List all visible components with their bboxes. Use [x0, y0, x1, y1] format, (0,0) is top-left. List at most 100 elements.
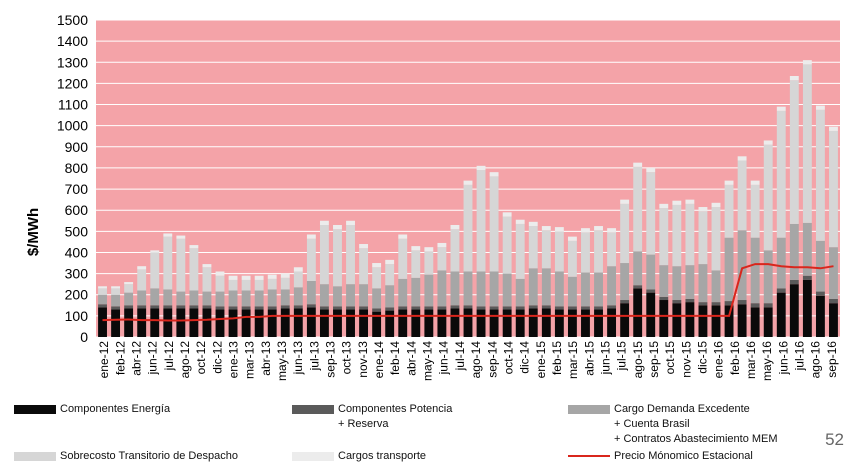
bar-segment-demanda — [554, 271, 564, 307]
bar-segment-sobrecosto — [515, 223, 525, 279]
bar-segment-sobrecosto — [502, 216, 512, 274]
bar-segment-demanda — [98, 294, 107, 305]
x-tick-label: nov-15 — [679, 341, 693, 378]
bar-segment-transporte — [528, 221, 538, 227]
bar-segment-energia — [750, 307, 760, 337]
x-tick-label: feb-16 — [728, 341, 742, 375]
bar-segment-transporte — [411, 246, 421, 251]
x-tick-label: dic-14 — [518, 341, 532, 374]
bar-segment-energia — [111, 309, 121, 337]
bar-segment-transporte — [802, 60, 812, 65]
bar-segment-demanda — [607, 266, 617, 306]
bar-segment-energia — [359, 309, 369, 337]
bar-segment-transporte — [137, 266, 147, 270]
bar-segment-energia — [607, 308, 617, 337]
bar-segment-energia — [541, 308, 551, 337]
x-tick-label: jul-16 — [793, 341, 807, 372]
bar-segment-demanda — [163, 289, 173, 306]
bar-segment-energia — [789, 284, 799, 337]
bar-segment-potencia — [398, 306, 408, 310]
bar-segment-transporte — [228, 275, 238, 280]
bar-segment-demanda — [776, 237, 786, 289]
bar-segment-potencia — [489, 306, 499, 310]
price-line — [102, 263, 834, 322]
bar-segment-transporte — [254, 275, 264, 280]
legend-label-transporte: Cargos transporte — [338, 450, 427, 462]
bar-segment-demanda — [111, 294, 121, 307]
y-axis-label: $/MWh — [25, 208, 42, 256]
bar-segment-energia — [385, 310, 395, 337]
bar-segment-demanda — [698, 264, 708, 303]
bar-segment-potencia — [176, 305, 186, 309]
bar-segment-transporte — [424, 247, 434, 252]
bar-segment-transporte — [711, 202, 721, 208]
bar-segment-demanda — [789, 223, 799, 280]
bar-segment-potencia — [150, 305, 160, 309]
bar-segment-demanda — [737, 230, 747, 301]
x-tick-label: ene-15 — [534, 341, 548, 379]
bar-segment-transporte — [750, 180, 760, 185]
stacked-bar-chart: 0 100 200 300 400 500 600 700 800 900 1000 1100 1200… — [25, 12, 840, 381]
bar-segment-potencia — [450, 305, 460, 309]
bar-segment-transporte — [189, 245, 199, 249]
bar-segment-potencia — [567, 306, 577, 310]
y-tick-label: 200 — [65, 287, 89, 303]
bar-segment-energia — [228, 309, 238, 337]
bar-segment-sobrecosto — [581, 232, 590, 273]
bar-segment-sobrecosto — [385, 264, 395, 286]
y-tick-label: 1400 — [57, 33, 88, 49]
bar-segment-sobrecosto — [333, 229, 342, 287]
bar-segment-sobrecosto — [359, 248, 369, 285]
bar-segment-transporte — [581, 228, 590, 233]
bar-segment-transporte — [594, 226, 603, 231]
bar-segment-sobrecosto — [476, 170, 486, 272]
bar-segment-demanda — [437, 270, 447, 307]
x-tick-label: abr-14 — [404, 341, 418, 376]
bar-segment-energia — [124, 308, 134, 337]
bar-segment-demanda — [463, 271, 473, 306]
y-tick-label: 600 — [65, 202, 89, 218]
bar-segment-demanda — [411, 277, 421, 307]
bar-segment-energia — [567, 309, 577, 337]
bar-segment-sobrecosto — [776, 110, 786, 238]
bar-segment-potencia — [829, 298, 838, 304]
bar-segment-transporte — [385, 259, 395, 265]
bar-segment-sobrecosto — [280, 277, 290, 290]
bar-segment-demanda — [359, 284, 369, 307]
y-tick-label: 1500 — [57, 12, 88, 28]
bar-segment-sobrecosto — [319, 224, 329, 285]
bar-segment-potencia — [215, 306, 225, 310]
bar-segment-transporte — [333, 224, 342, 230]
bar-segment-potencia — [646, 289, 656, 293]
bar-segment-sobrecosto — [372, 267, 382, 289]
x-tick-label: ene-14 — [372, 341, 386, 379]
bar-segment-transporte — [267, 274, 277, 279]
page-number: 52 — [825, 430, 844, 449]
bar-segment-potencia — [776, 288, 786, 293]
legend-label-potencia: Componentes Potencia + Reserva — [338, 403, 453, 430]
bar-segment-potencia — [267, 306, 277, 310]
bar-segment-demanda — [594, 272, 603, 307]
bar-segment-sobrecosto — [620, 203, 630, 264]
bar-segment-transporte — [737, 156, 747, 161]
x-tick-label: may-13 — [275, 341, 289, 381]
bar-segment-potencia — [202, 305, 212, 309]
bar-segment-transporte — [646, 167, 656, 173]
bar-segment-potencia — [293, 305, 303, 309]
y-tick-label: 800 — [65, 160, 89, 176]
bar-segment-potencia — [620, 300, 630, 304]
price-line-path — [102, 263, 834, 322]
y-tick-label: 0 — [80, 329, 88, 345]
bar-segment-energia — [554, 309, 564, 337]
x-tick-label: ago-15 — [631, 341, 645, 379]
bar-segment-transporte — [698, 207, 708, 212]
bar-segment-transporte — [150, 250, 160, 253]
bar-segment-potencia — [659, 296, 669, 301]
bar-segment-demanda — [659, 265, 669, 297]
bar-segment-demanda — [724, 237, 734, 302]
legend-swatch-sobrecosto — [14, 452, 56, 461]
bar-segment-sobrecosto — [633, 166, 643, 252]
bar-segment-potencia — [789, 279, 799, 285]
bar-segment-potencia — [228, 306, 238, 310]
bar-segment-transporte — [659, 203, 669, 209]
